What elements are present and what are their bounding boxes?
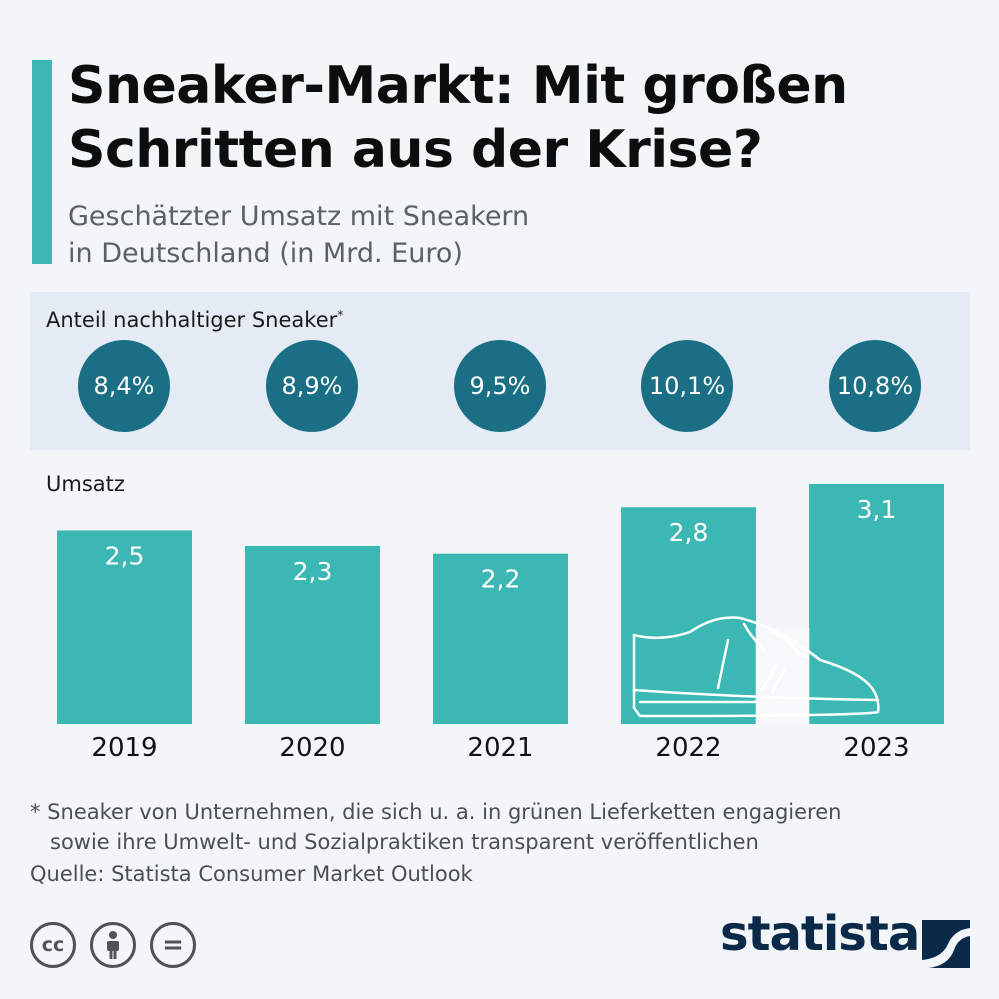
person-icon: [107, 931, 119, 959]
title-accent-bar: [32, 60, 52, 264]
footnote-line-1: * Sneaker von Unternehmen, die sich u. a…: [30, 800, 842, 824]
nd-icon[interactable]: =: [150, 922, 196, 968]
subtitle-line-1: Geschätzter Umsatz mit Sneakern: [68, 201, 530, 232]
sustainable-share-label: Anteil nachhaltiger Sneaker*: [46, 308, 344, 332]
bar-value-label: 2,2: [481, 565, 521, 594]
share-circle-2020: 8,9%: [266, 340, 358, 432]
page-title: Sneaker-Markt: Mit großen Schritten aus …: [68, 56, 848, 180]
chart-title: Umsatz: [46, 472, 125, 496]
bar-value-label: 3,1: [857, 495, 897, 524]
x-tick-label: 2020: [279, 733, 345, 763]
x-tick-label: 2019: [91, 733, 157, 763]
by-icon[interactable]: [90, 922, 136, 968]
cc-icon[interactable]: cc: [30, 922, 76, 968]
share-circle-2021: 9,5%: [454, 340, 546, 432]
statista-logo-text[interactable]: statista: [720, 906, 920, 962]
subtitle-line-2: in Deutschland (in Mrd. Euro): [68, 238, 463, 269]
x-tick-label: 2021: [467, 733, 533, 763]
bar-2019: [57, 530, 192, 724]
footnote: * Sneaker von Unternehmen, die sich u. a…: [30, 797, 970, 857]
share-circle-2019: 8,4%: [78, 340, 170, 432]
footnote-marker: *: [337, 308, 344, 322]
bar-2021: [433, 553, 568, 724]
x-tick-label: 2023: [843, 733, 909, 763]
bar-value-label: 2,5: [105, 541, 145, 570]
footnote-line-2: sowie ihre Umwelt- und Sozialpraktiken t…: [50, 830, 759, 854]
share-circle-2023: 10,8%: [829, 340, 921, 432]
share-circle-2022: 10,1%: [641, 340, 733, 432]
bar-value-label: 2,8: [669, 518, 709, 547]
page-subtitle: Geschätzter Umsatz mit Sneakern in Deuts…: [68, 198, 968, 272]
bar-2022: [621, 507, 756, 724]
x-tick-label: 2022: [655, 733, 721, 763]
bar-value-label: 2,3: [293, 557, 333, 586]
statista-logo-icon: [922, 920, 970, 968]
bar-2020: [245, 545, 380, 724]
sneaker-icon: [632, 616, 880, 724]
source-text: Quelle: Statista Consumer Market Outlook: [30, 862, 473, 886]
bar-2023: [809, 484, 944, 724]
